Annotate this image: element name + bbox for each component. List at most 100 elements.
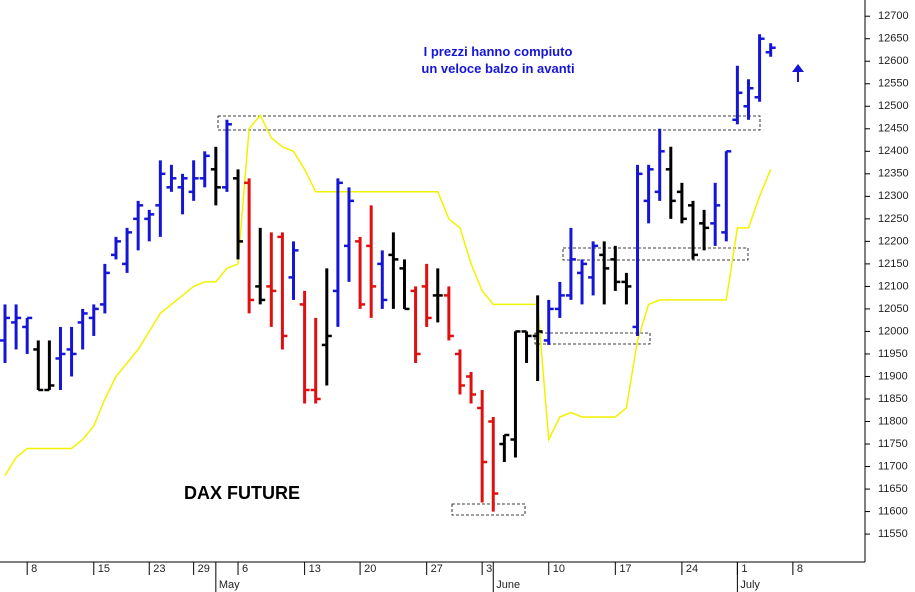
y-tick-label: 11750 (878, 438, 908, 450)
x-tick-label: 3 (486, 563, 492, 575)
ohlc-bar (133, 200, 144, 251)
ohlc-bar (610, 245, 621, 291)
ohlc-bar (676, 182, 687, 224)
ohlc-bar (366, 205, 377, 318)
resistance-box (217, 115, 761, 131)
ohlc-bar (543, 299, 554, 345)
ohlc-bar (599, 241, 610, 305)
ohlc-bar (233, 169, 244, 260)
x-tick-label: 27 (431, 563, 443, 575)
ohlc-bar (443, 286, 454, 341)
ohlc-bar (343, 187, 354, 282)
ohlc-bar (754, 34, 765, 102)
ohlc-bar (166, 164, 177, 192)
ohlc-bar (188, 160, 199, 201)
ohlc-bar (654, 128, 665, 201)
ohlc-bar (477, 389, 488, 503)
y-tick-label: 11800 (878, 415, 908, 427)
ohlc-bar (565, 227, 576, 300)
y-tick-label: 12350 (878, 168, 909, 180)
ohlc-bar (199, 151, 210, 188)
ohlc-bar (710, 182, 721, 246)
ohlc-bar (277, 232, 288, 350)
y-tick-label: 12700 (878, 10, 909, 22)
ohlc-bar (388, 232, 399, 309)
y-tick-label: 12050 (878, 303, 909, 315)
ohlc-bar (244, 178, 255, 314)
ohlc-bar (99, 263, 110, 314)
x-tick-label: 8 (31, 563, 37, 575)
ohlc-bar (577, 259, 588, 305)
y-tick-label: 12600 (878, 55, 909, 67)
ohlc-bar (499, 433, 510, 463)
ohlc-bar (155, 160, 166, 237)
y-tick-label: 12000 (878, 325, 909, 337)
low-box (451, 503, 526, 516)
support-box (534, 332, 651, 345)
y-tick-label: 12100 (878, 280, 909, 292)
y-tick-label: 11700 (878, 460, 908, 472)
ohlc-bar (44, 340, 55, 392)
ohlc-bar (699, 209, 710, 251)
ohlc-bar (665, 146, 676, 219)
x-tick-label: 17 (619, 563, 631, 575)
ohlc-bar (532, 295, 543, 381)
ohlc-bar (310, 317, 321, 404)
ohlc-bar (288, 241, 299, 300)
y-tick-label: 12400 (878, 145, 909, 157)
y-tick-label: 12150 (878, 258, 909, 270)
ohlc-bar (421, 263, 432, 327)
y-tick-label: 11550 (878, 528, 908, 540)
ohlc-bar (22, 316, 33, 354)
ohlc-bar (399, 259, 410, 311)
ohlc-bar (33, 340, 44, 392)
ohlc-bar (732, 65, 743, 125)
ohlc-bar (332, 178, 343, 327)
y-tick-label: 11850 (878, 393, 908, 405)
ohlc-bar (210, 146, 221, 206)
ohlc-bar (466, 371, 477, 404)
gap-box (562, 247, 749, 261)
ohlc-bar (77, 308, 88, 350)
ohlc-bar (521, 330, 532, 363)
ohlc-bar (11, 304, 22, 350)
ohlc-bar (55, 326, 66, 390)
support-boxes (217, 115, 761, 516)
month-label: July (740, 579, 760, 591)
ohlc-bar (554, 281, 565, 318)
month-label: May (219, 579, 240, 591)
ohlc-bar (743, 79, 754, 120)
ohlc-bar (321, 268, 332, 386)
ohlc-bar (177, 173, 188, 215)
ohlc-bar (410, 286, 421, 363)
y-tick-label: 11950 (878, 348, 908, 360)
ohlc-bar (510, 330, 521, 458)
y-tick-label: 11650 (878, 483, 908, 495)
y-tick-label: 11900 (878, 370, 908, 382)
ohlc-bar (299, 290, 310, 404)
ohlc-bar (621, 272, 632, 305)
ohlc-bar (721, 150, 732, 242)
y-tick-label: 11600 (878, 505, 908, 517)
ohlc-bar (765, 43, 776, 57)
ohlc-bar (88, 304, 99, 336)
x-tick-label: 8 (797, 563, 803, 575)
x-tick-label: 10 (553, 563, 565, 575)
x-tick-label: 20 (364, 563, 376, 575)
ohlc-bar (355, 236, 366, 309)
y-tick-label: 12450 (878, 123, 909, 135)
ohlc-bar (266, 232, 277, 327)
y-tick-label: 12650 (878, 33, 909, 45)
ohlc-bar (588, 241, 599, 296)
ohlc-bar (687, 200, 698, 260)
ohlc-bar (0, 304, 10, 363)
x-tick-label: 23 (153, 563, 165, 575)
ohlc-bar (255, 227, 266, 305)
y-tick-label: 12550 (878, 78, 909, 90)
x-tick-label: 13 (309, 563, 321, 575)
ohlc-bar (632, 164, 643, 336)
annotation: I prezzi hanno compiuto un veloce balzo i… (421, 44, 574, 76)
ohlc-bar (488, 416, 499, 512)
chart-title: DAX FUTURE (184, 483, 300, 503)
x-tick-label: 1 (741, 563, 747, 575)
